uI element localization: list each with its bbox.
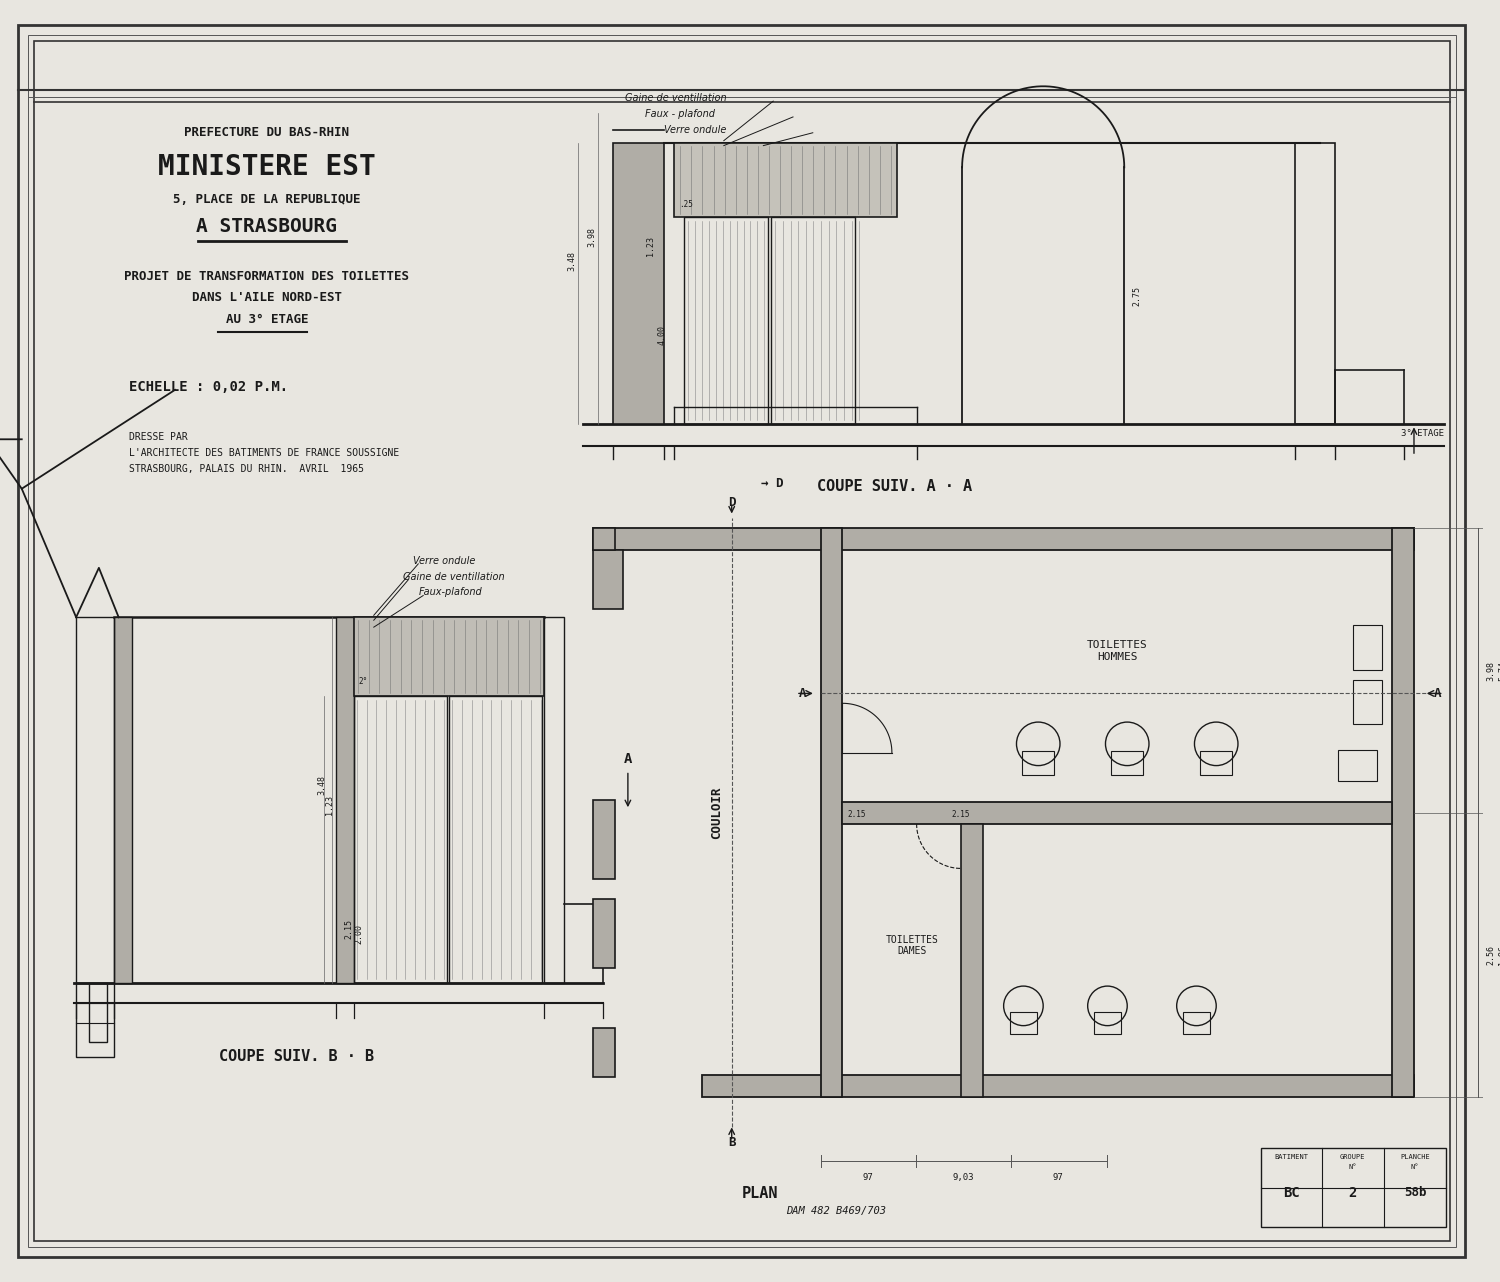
Text: 1.96: 1.96 (1498, 945, 1500, 965)
Text: 5, PLACE DE LA REPUBLIQUE: 5, PLACE DE LA REPUBLIQUE (172, 192, 360, 205)
Text: 97: 97 (1053, 1173, 1064, 1182)
Text: ECHELLE : 0,02 P.M.: ECHELLE : 0,02 P.M. (129, 379, 288, 394)
Text: COULOIR: COULOIR (711, 787, 723, 840)
Bar (1182, 1011, 1210, 1033)
Text: A: A (624, 751, 632, 765)
Bar (354, 696, 447, 983)
Bar (1023, 751, 1054, 776)
Bar (962, 824, 982, 1097)
Text: 3.98: 3.98 (586, 227, 596, 246)
Bar (843, 803, 1392, 824)
Text: Gaine de ventillation: Gaine de ventillation (404, 572, 506, 582)
Text: 2°: 2° (358, 677, 368, 686)
Bar (544, 617, 564, 983)
Bar (675, 142, 897, 217)
Bar (594, 528, 1414, 550)
Text: Gaine de ventillation: Gaine de ventillation (626, 94, 726, 103)
Text: DRESSE PAR: DRESSE PAR (129, 432, 188, 442)
Text: 1.23: 1.23 (645, 236, 654, 256)
Text: 2: 2 (1348, 1186, 1358, 1200)
Text: MINISTERE EST: MINISTERE EST (158, 154, 376, 181)
Bar (594, 800, 615, 879)
Bar (114, 617, 132, 983)
Bar (1353, 679, 1383, 724)
Bar (1338, 750, 1377, 782)
Text: Faux - plafond: Faux - plafond (645, 109, 714, 119)
Text: → D: → D (762, 477, 784, 490)
Text: DANS L'AILE NORD-EST: DANS L'AILE NORD-EST (192, 291, 342, 304)
Bar (1200, 751, 1231, 776)
Text: PROJET DE TRANSFORMATION DES TOILETTES: PROJET DE TRANSFORMATION DES TOILETTES (124, 269, 410, 282)
Bar (1353, 626, 1383, 669)
Bar (594, 1028, 615, 1077)
Text: D: D (728, 496, 735, 509)
Text: BATIMENT: BATIMENT (1275, 1154, 1308, 1160)
Bar (1260, 1149, 1446, 1227)
Bar (594, 528, 615, 550)
Text: 58b: 58b (1404, 1186, 1426, 1199)
Text: PREFECTURE DU BAS-RHIN: PREFECTURE DU BAS-RHIN (184, 126, 350, 140)
Bar (1392, 528, 1414, 1097)
Bar (702, 1076, 1414, 1097)
Text: TOILETTES
DAMES: TOILETTES DAMES (885, 935, 938, 956)
Text: TOILETTES
HOMMES: TOILETTES HOMMES (1088, 640, 1148, 662)
Bar (594, 899, 615, 968)
Text: 3.48: 3.48 (318, 776, 327, 795)
Text: B: B (728, 1136, 735, 1150)
Text: .25: .25 (680, 200, 693, 209)
Text: AU 3° ETAGE: AU 3° ETAGE (225, 313, 308, 326)
Text: 2.00: 2.00 (354, 924, 363, 944)
Text: 2.56: 2.56 (1486, 945, 1496, 965)
Bar (1112, 751, 1143, 776)
Bar (354, 617, 544, 696)
Bar (448, 696, 542, 983)
Text: PLAN: PLAN (741, 1186, 778, 1201)
Text: N°: N° (1348, 1164, 1358, 1170)
Text: 3.48: 3.48 (567, 251, 576, 272)
Bar (336, 617, 354, 983)
Text: A STRASBOURG: A STRASBOURG (196, 217, 338, 236)
Text: L'ARCHITECTE DES BATIMENTS DE FRANCE SOUSSIGNE: L'ARCHITECTE DES BATIMENTS DE FRANCE SOU… (129, 449, 399, 458)
Bar (684, 217, 768, 424)
Bar (771, 217, 855, 424)
Text: DAM 482 B469/703: DAM 482 B469/703 (786, 1205, 886, 1215)
Bar (614, 142, 664, 424)
Text: 3° ETAGE: 3° ETAGE (1401, 429, 1443, 438)
Text: 3.98: 3.98 (1486, 660, 1496, 681)
Text: PLANCHE: PLANCHE (1400, 1154, 1429, 1160)
Bar (594, 550, 622, 609)
Text: COUPE SUIV. B · B: COUPE SUIV. B · B (219, 1050, 374, 1064)
Text: Verre ondule: Verre ondule (414, 556, 476, 565)
Text: STRASBOURG, PALAIS DU RHIN.  AVRIL  1965: STRASBOURG, PALAIS DU RHIN. AVRIL 1965 (129, 464, 363, 474)
Text: 97: 97 (862, 1173, 873, 1182)
Text: 2.75: 2.75 (1132, 286, 1142, 306)
Text: 1.23: 1.23 (326, 795, 334, 815)
Text: 5.74: 5.74 (1498, 660, 1500, 681)
Bar (1094, 1011, 1122, 1033)
Bar (76, 983, 114, 1058)
Text: 2.15: 2.15 (344, 919, 352, 938)
Text: Faux-plafond: Faux-plafond (419, 587, 482, 597)
Bar (821, 528, 843, 1097)
Text: A: A (1434, 687, 1442, 700)
Text: A: A (798, 687, 806, 700)
Text: 2.15: 2.15 (847, 810, 865, 819)
Bar (76, 617, 114, 983)
Text: GROUPE: GROUPE (1340, 1154, 1365, 1160)
Text: 9,03: 9,03 (952, 1173, 974, 1182)
Text: 4.00: 4.00 (657, 326, 666, 345)
Text: 2.15: 2.15 (951, 810, 969, 819)
Bar (1010, 1011, 1038, 1033)
Text: Verre ondule: Verre ondule (664, 124, 728, 135)
Bar (1296, 142, 1335, 424)
Text: BC: BC (1282, 1186, 1299, 1200)
Text: COUPE SUIV. A · A: COUPE SUIV. A · A (818, 479, 972, 494)
Bar (88, 983, 106, 1042)
Text: N°: N° (1410, 1164, 1419, 1170)
